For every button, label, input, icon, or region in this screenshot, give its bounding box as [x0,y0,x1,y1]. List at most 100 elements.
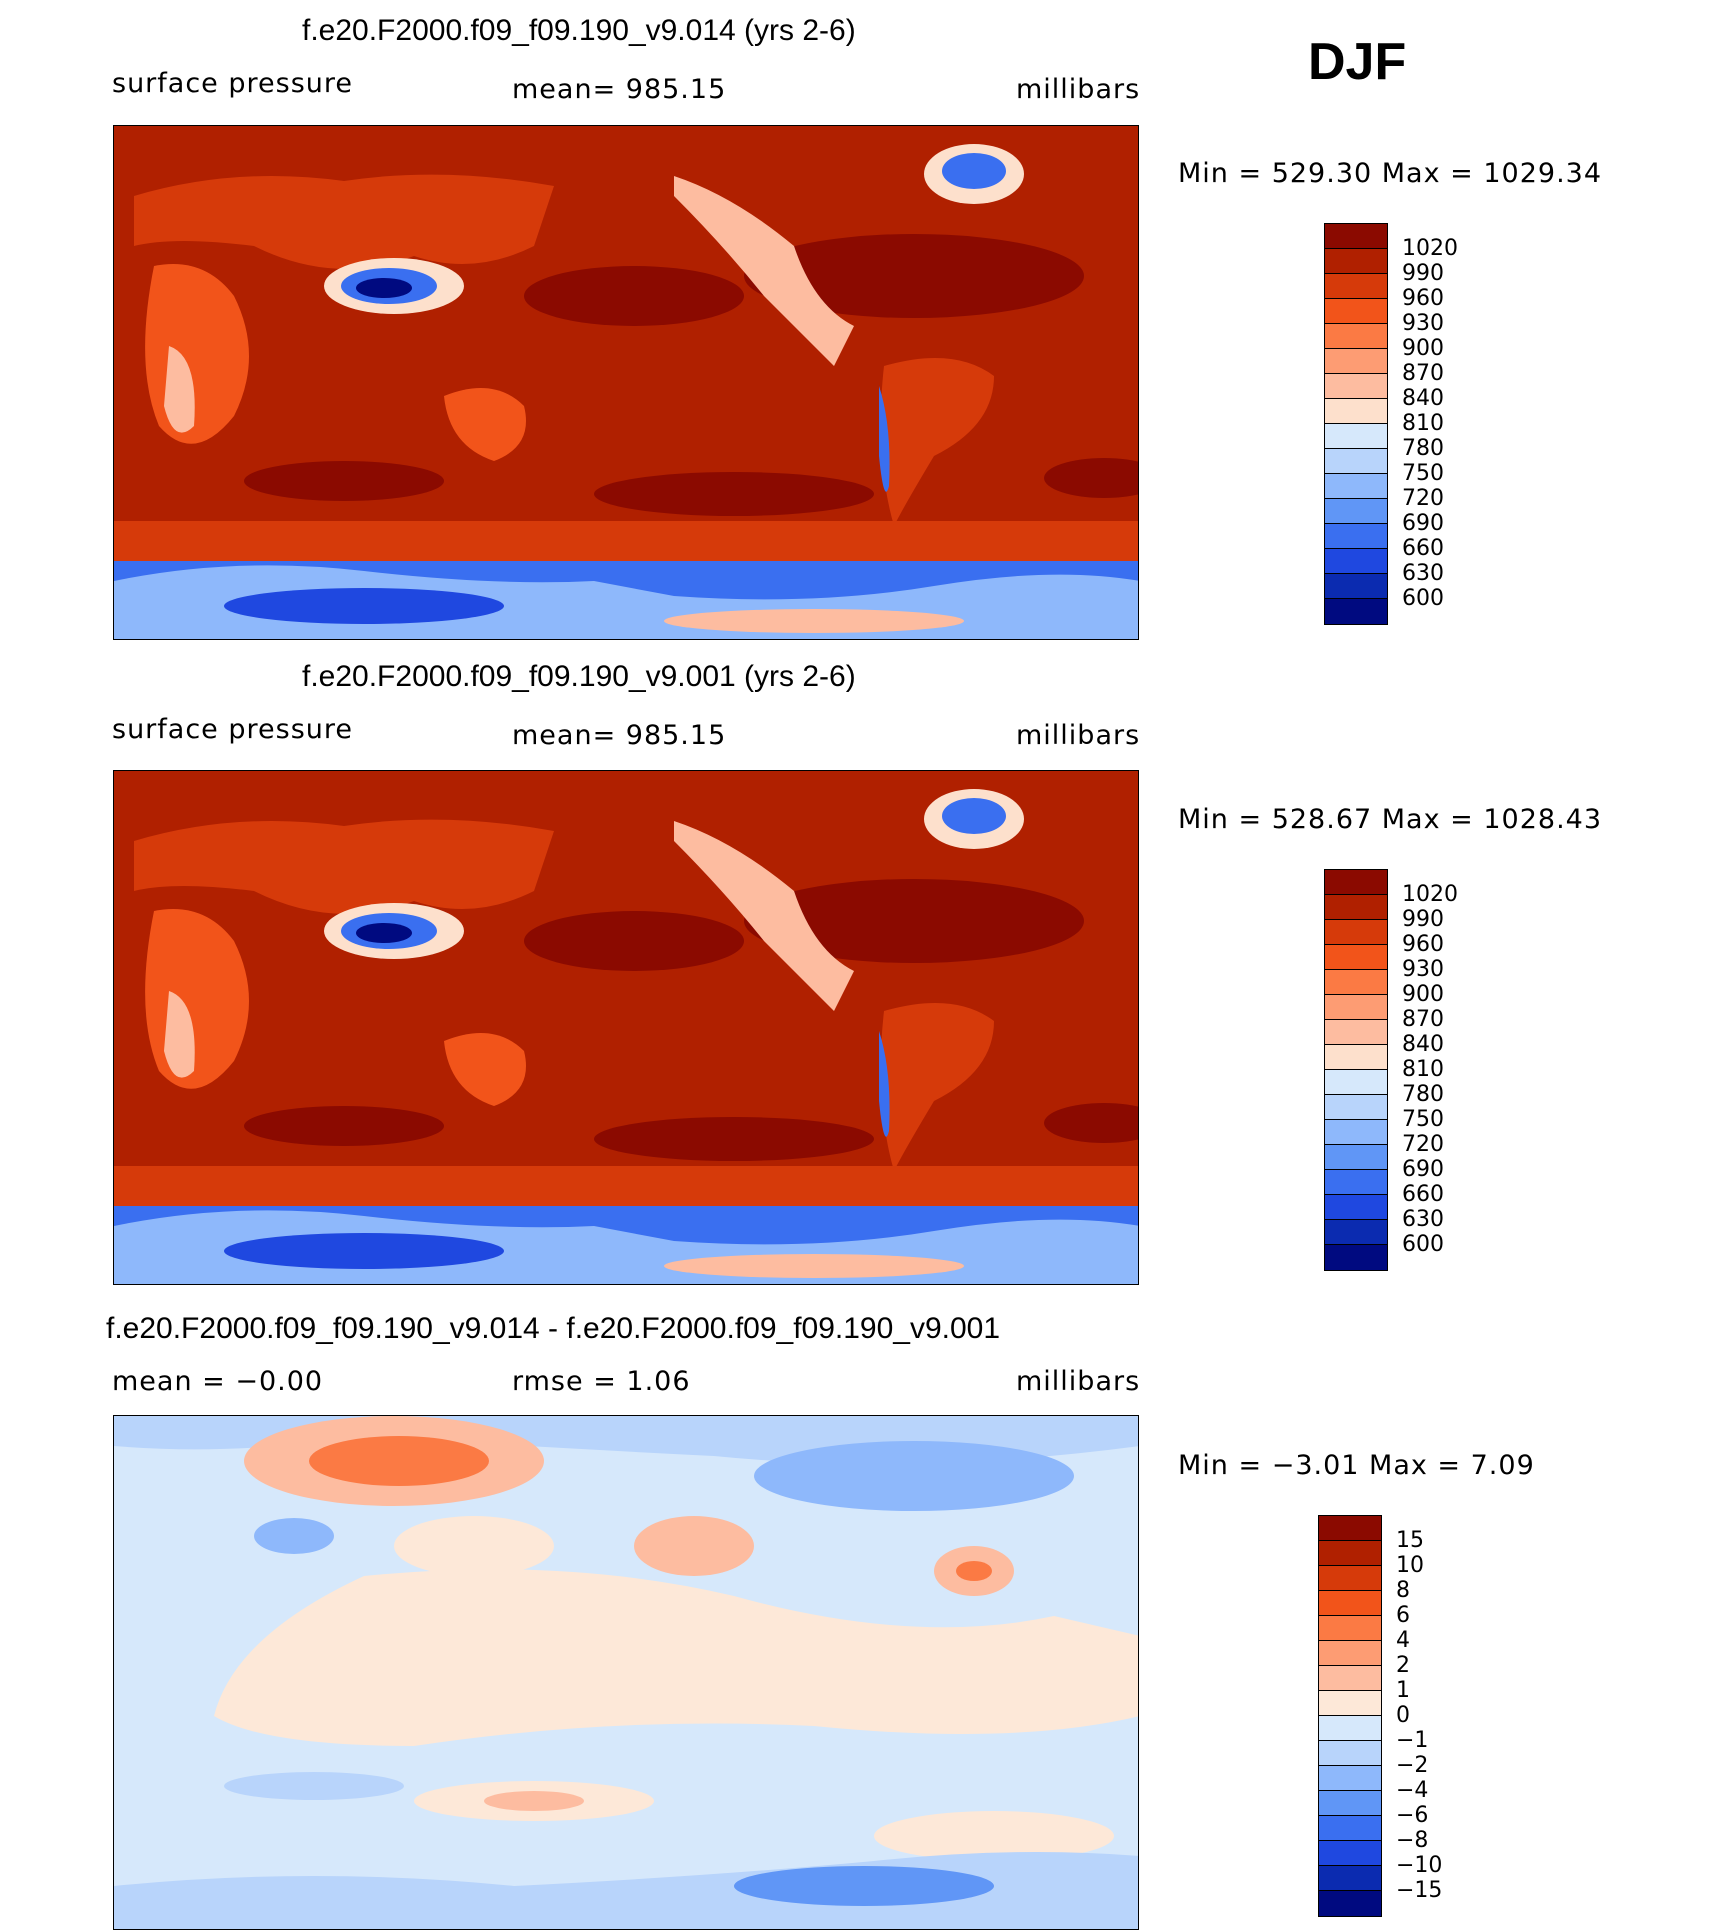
colorbar-tick-label: 840 [1402,1032,1444,1057]
colorbar-segment [1325,374,1387,399]
colorbar-segment [1325,870,1387,895]
colorbar-segment [1319,1666,1381,1691]
colorbar-tick-label: 990 [1402,907,1444,932]
colorbar-tick-label: 660 [1402,536,1444,561]
colorbar-segment [1325,1145,1387,1170]
panel-3-mean-label: mean = −0.00 [112,1366,324,1397]
colorbar-tick-label: 2 [1396,1653,1410,1678]
panel-1-map [113,125,1139,640]
colorbar-segment [1325,449,1387,474]
colorbar-tick-label: 780 [1402,1082,1444,1107]
colorbar-tick-label: −8 [1396,1828,1429,1853]
colorbar-tick-label: 960 [1402,932,1444,957]
colorbar-segment [1319,1841,1381,1866]
colorbar-tick-label: 1020 [1402,882,1458,907]
colorbar-segment [1325,274,1387,299]
colorbar-segment [1325,945,1387,970]
colorbar-segment [1325,224,1387,249]
colorbar-tick-label: 840 [1402,386,1444,411]
panel-3-colorbar [1318,1515,1382,1917]
colorbar-segment [1325,1220,1387,1245]
colorbar-segment [1319,1566,1381,1591]
colorbar-segment [1319,1816,1381,1841]
panel-3-title: f.e20.F2000.f09_f09.190_v9.014 - f.e20.F… [106,1312,1001,1345]
colorbar-tick-label: 750 [1402,461,1444,486]
colorbar-segment [1325,524,1387,549]
colorbar-tick-label: −1 [1396,1728,1429,1753]
panel-3-map [113,1415,1139,1930]
season-label: DJF [1308,33,1407,91]
colorbar-segment [1325,299,1387,324]
colorbar-tick-label: 6 [1396,1603,1410,1628]
panel-2-variable-label: surface pressure [112,714,353,745]
colorbar-segment [1319,1716,1381,1741]
colorbar-tick-label: 780 [1402,436,1444,461]
colorbar-tick-label: 810 [1402,1057,1444,1082]
panel-1-map-canvas [114,126,1138,639]
colorbar-segment [1325,249,1387,274]
panel-2-colorbar [1324,869,1388,1271]
colorbar-tick-label: 0 [1396,1703,1410,1728]
colorbar-segment [1319,1616,1381,1641]
colorbar-segment [1325,349,1387,374]
colorbar-tick-label: 870 [1402,361,1444,386]
colorbar-tick-label: 10 [1396,1553,1424,1578]
colorbar-segment [1319,1691,1381,1716]
colorbar-segment [1325,1170,1387,1195]
colorbar-tick-label: 8 [1396,1578,1410,1603]
colorbar-segment [1325,324,1387,349]
colorbar-tick-label: 900 [1402,982,1444,1007]
colorbar-tick-label: 930 [1402,311,1444,336]
colorbar-tick-label: 720 [1402,1132,1444,1157]
colorbar-segment [1325,1120,1387,1145]
colorbar-tick-label: −4 [1396,1778,1429,1803]
colorbar-tick-label: 630 [1402,1207,1444,1232]
colorbar-segment [1325,474,1387,499]
panel-1-units-label: millibars [1016,74,1141,105]
colorbar-segment [1325,1195,1387,1220]
panel-2-minmax: Min = 528.67 Max = 1028.43 [1178,804,1603,835]
panel-2-map [113,770,1139,1285]
colorbar-segment [1319,1516,1381,1541]
colorbar-segment [1325,1245,1387,1270]
colorbar-segment [1325,499,1387,524]
colorbar-segment [1325,549,1387,574]
colorbar-tick-label: 690 [1402,1157,1444,1182]
colorbar-tick-label: 690 [1402,511,1444,536]
colorbar-segment [1319,1641,1381,1666]
colorbar-segment [1325,599,1387,624]
colorbar-tick-label: 660 [1402,1182,1444,1207]
colorbar-tick-label: −6 [1396,1803,1429,1828]
colorbar-segment [1319,1541,1381,1566]
colorbar-segment [1325,399,1387,424]
colorbar-segment [1325,1070,1387,1095]
colorbar-segment [1325,1020,1387,1045]
colorbar-segment [1325,1095,1387,1120]
colorbar-tick-label: 630 [1402,561,1444,586]
colorbar-tick-label: 4 [1396,1628,1410,1653]
colorbar-segment [1319,1791,1381,1816]
colorbar-tick-label: 990 [1402,261,1444,286]
panel-2-title: f.e20.F2000.f09_f09.190_v9.001 (yrs 2-6) [302,660,856,693]
panel-1-minmax: Min = 529.30 Max = 1029.34 [1178,158,1603,189]
colorbar-tick-label: 810 [1402,411,1444,436]
panel-3-rmse-label: rmse = 1.06 [512,1366,691,1397]
colorbar-tick-label: 960 [1402,286,1444,311]
colorbar-tick-label: 15 [1396,1528,1424,1553]
colorbar-tick-label: 720 [1402,486,1444,511]
panel-3-minmax: Min = −3.01 Max = 7.09 [1178,1450,1535,1481]
colorbar-segment [1325,424,1387,449]
panel-1-mean-label: mean= 985.15 [512,74,727,105]
colorbar-tick-label: 600 [1402,1232,1444,1257]
panel-1-colorbar [1324,223,1388,625]
colorbar-tick-label: 1020 [1402,236,1458,261]
colorbar-tick-label: −15 [1396,1878,1443,1903]
colorbar-segment [1325,574,1387,599]
colorbar-segment [1325,1045,1387,1070]
colorbar-tick-label: 600 [1402,586,1444,611]
colorbar-segment [1319,1741,1381,1766]
colorbar-segment [1319,1866,1381,1891]
panel-1-variable-label: surface pressure [112,68,353,99]
colorbar-segment [1319,1766,1381,1791]
panel-1-title: f.e20.F2000.f09_f09.190_v9.014 (yrs 2-6) [302,14,856,47]
